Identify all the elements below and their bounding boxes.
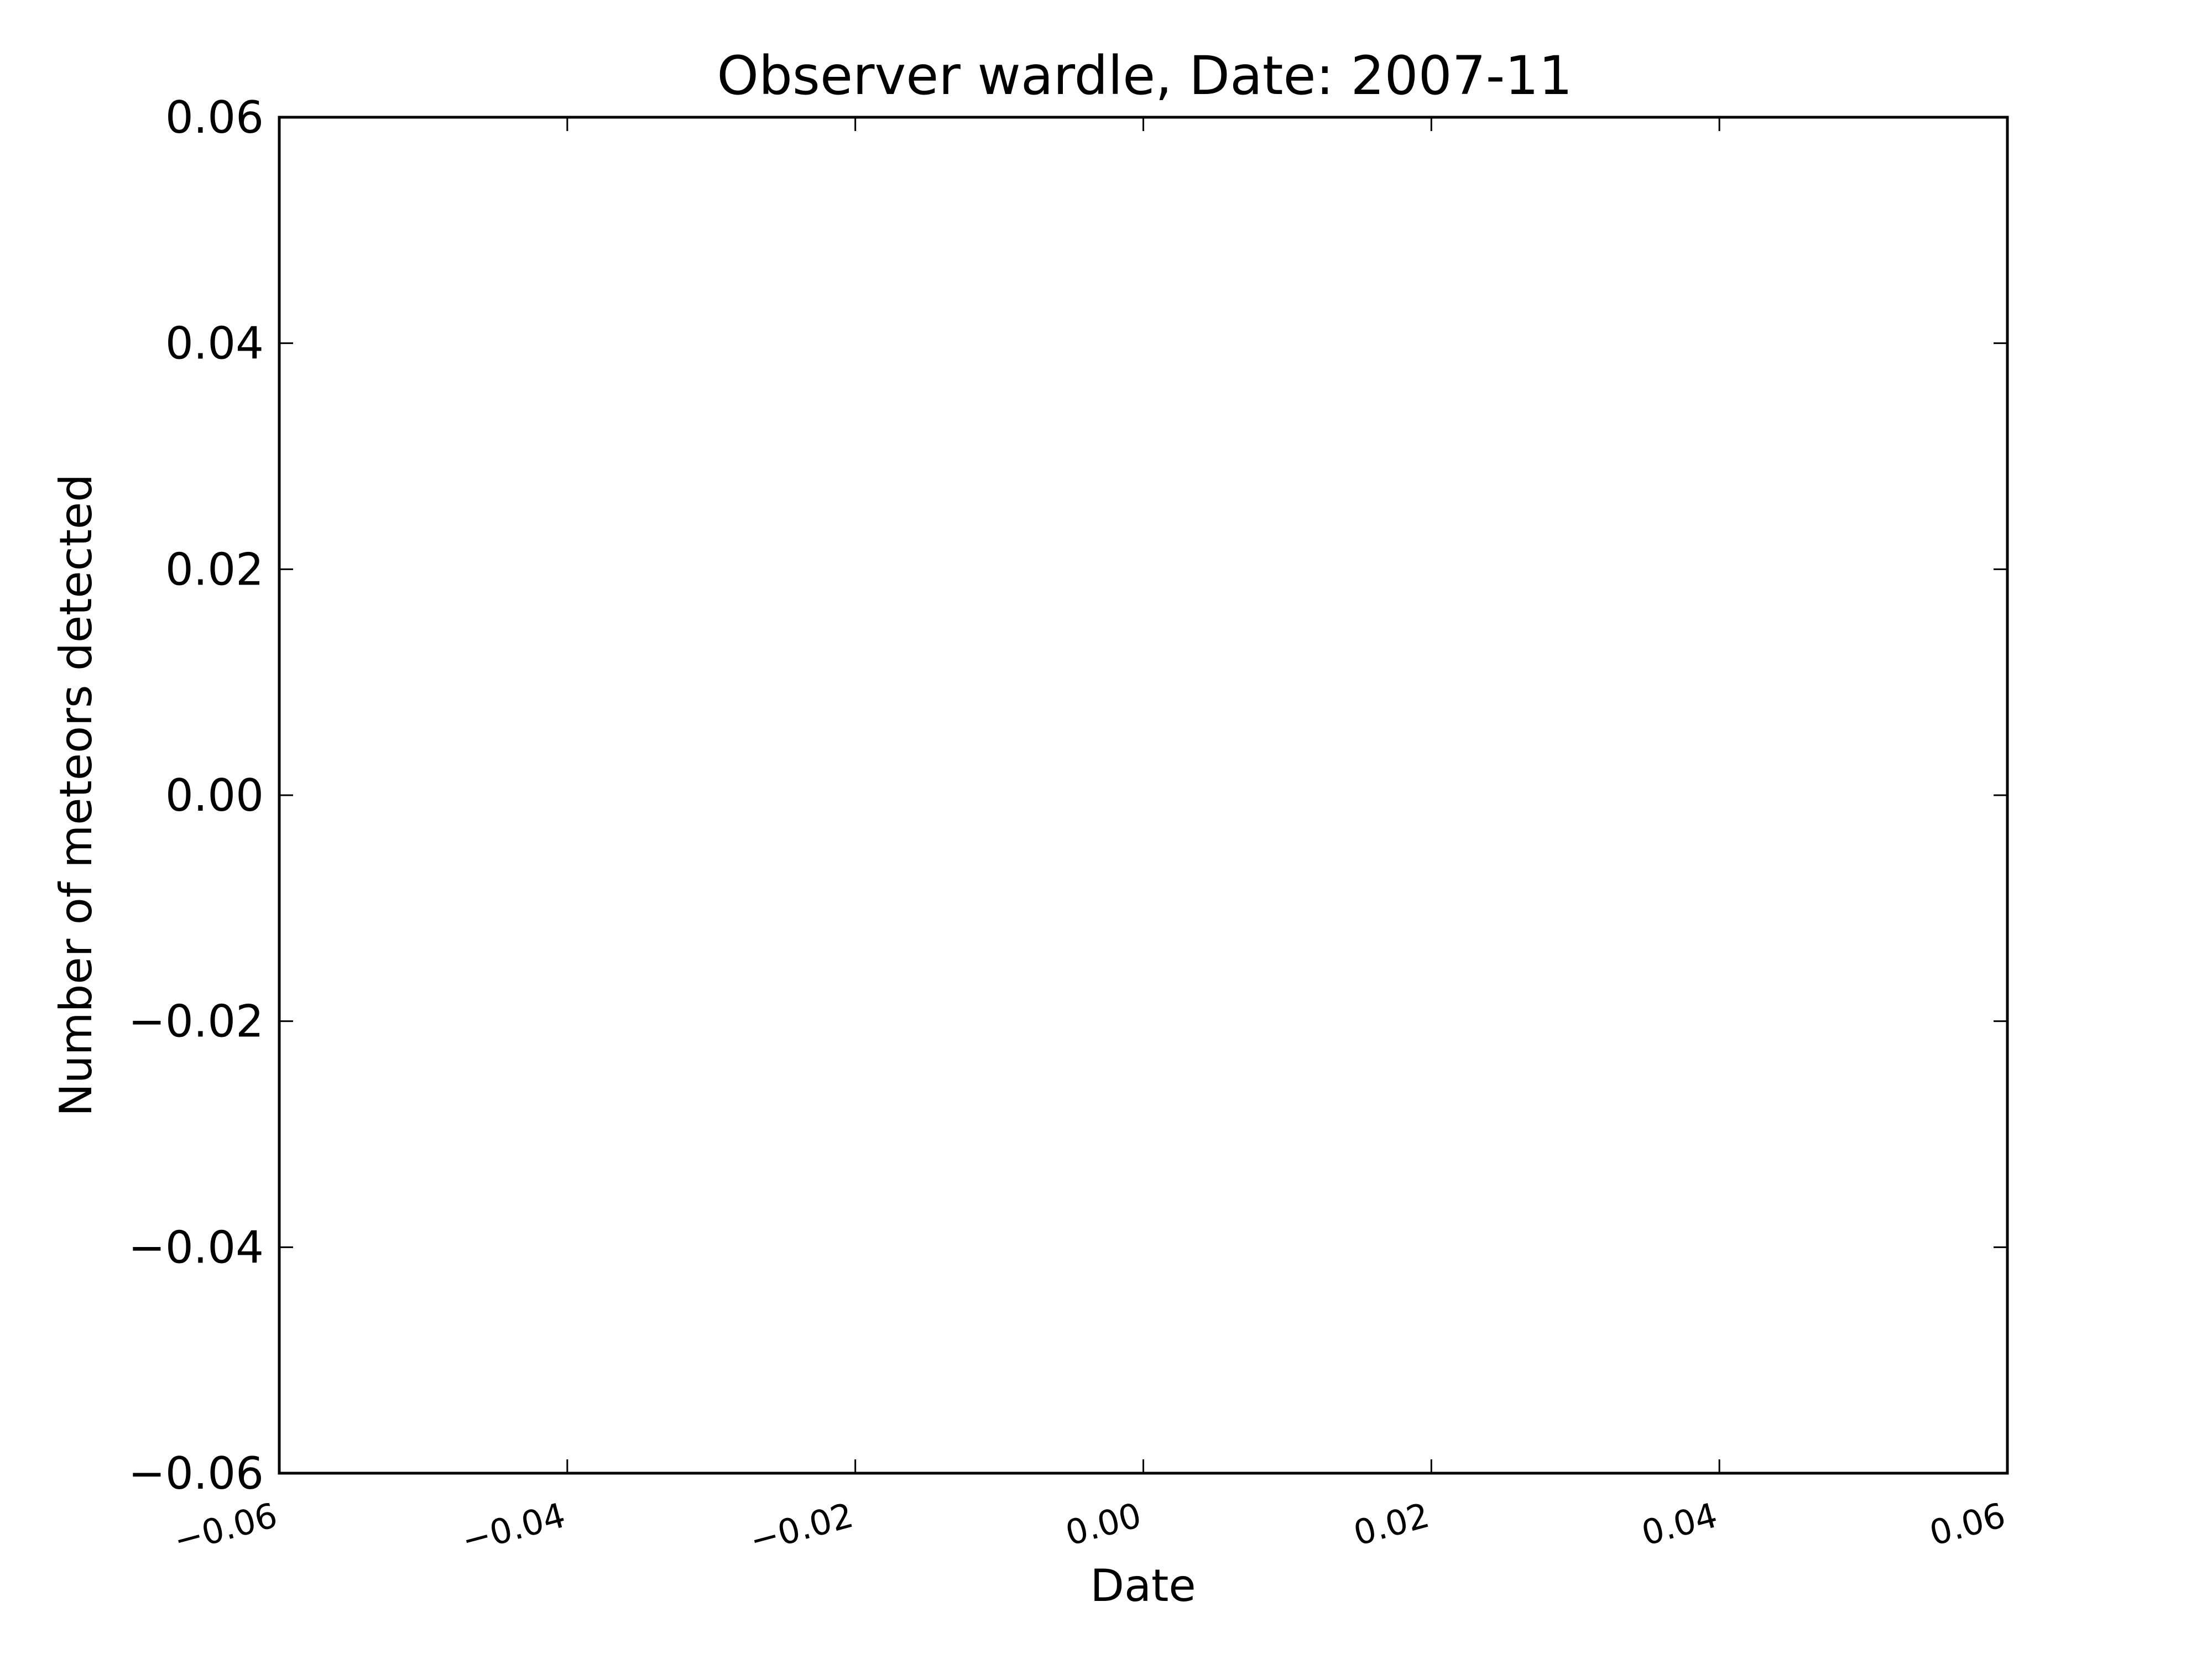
y-tick-label: 0.02	[165, 544, 264, 595]
y-axis-label: Number of meteors detected	[50, 474, 102, 1117]
plot-area	[278, 116, 2009, 1475]
y-tick-label: −0.02	[128, 996, 264, 1047]
chart-title: Observer wardle, Date: 2007-11	[717, 45, 1572, 107]
y-tick-label: 0.06	[165, 92, 264, 143]
y-tick-labels: −0.06 −0.04 −0.02 0.00 0.02 0.04 0.06	[128, 92, 264, 1499]
x-axis-label: Date	[1090, 1560, 1196, 1611]
y-tick-label: 0.04	[165, 318, 264, 369]
tick-marks	[278, 116, 2008, 1474]
y-tick-label: −0.04	[128, 1222, 264, 1273]
y-tick-label: −0.06	[128, 1448, 264, 1499]
y-tick-label: 0.00	[165, 770, 264, 821]
